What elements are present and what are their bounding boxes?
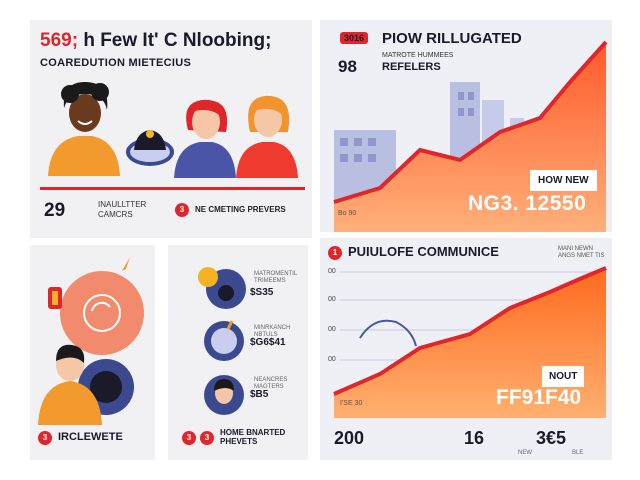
person-1 xyxy=(48,82,120,176)
number-badge: 3 xyxy=(38,431,52,445)
panel-title: PUIULOFE COMMUNICE xyxy=(348,244,499,259)
axis-label: 00 xyxy=(328,268,336,275)
list-panel: MATROMENTIL TRIMEEMS $S35 MINRKANCH NBTU… xyxy=(168,245,308,460)
list-item-value: $S35 xyxy=(250,287,274,298)
list-item-caption: MINRKANCH NBTULS xyxy=(254,325,291,338)
bottom-value: 3€5 xyxy=(536,428,567,448)
growth-line xyxy=(333,266,607,396)
corner-label: I'SE 30 xyxy=(340,400,363,407)
axis-label: 00 xyxy=(328,296,336,303)
panel-subtitle: COAREDUTION MIETECIUS xyxy=(40,57,192,69)
growth-line xyxy=(333,40,608,204)
list-item-caption: NEANCRES MAGTERS xyxy=(254,377,288,390)
label-box: NOUT xyxy=(542,366,585,387)
panel-title: 569; h Few It' C Nloobing; xyxy=(40,30,271,52)
corner-label: Bo 90 xyxy=(338,210,357,217)
label-box: HOW NEW xyxy=(530,170,597,191)
community-panel: 1 PUIULOFE COMMUNICE MANI NEWN ANGS NMET… xyxy=(320,238,612,460)
panel-label: IRCLEWETE xyxy=(58,431,123,443)
small-text: MATROTE HUMMEES xyxy=(382,52,454,59)
panel-label: HOME BNARTED PHEVETS xyxy=(220,428,286,446)
axis-label: 00 xyxy=(328,326,336,333)
number-badge: 1 xyxy=(328,246,342,260)
community-graphic xyxy=(333,266,607,418)
title-number: 569; xyxy=(40,30,79,51)
caption-2: NE CMETING PREVERS xyxy=(195,205,286,214)
person-3 xyxy=(236,95,298,178)
list-item-value: $G6$41 xyxy=(250,337,286,348)
bottom-value: 16 xyxy=(464,428,485,448)
list-item-value: $B5 xyxy=(250,389,269,400)
person-2 xyxy=(174,99,236,178)
bottom-value: 200 xyxy=(334,428,365,448)
bottom-caption: NEW xyxy=(518,450,532,456)
title-text: h Few It' C Nloobing; xyxy=(83,30,272,51)
stat-number: 29 xyxy=(44,200,66,221)
bottom-caption: BLE xyxy=(572,450,584,456)
panel-title: PIOW RILLUGATED xyxy=(382,30,522,47)
panel-number: 98 xyxy=(338,57,357,76)
headline-value: NG3. 12550 xyxy=(468,192,587,215)
dome-icon xyxy=(126,130,174,166)
person-circle-graphic xyxy=(38,257,144,425)
stat-caption: INAULLTTER CAMCRS xyxy=(98,200,147,219)
headline-value: FF91F40 xyxy=(496,386,582,409)
number-badge: 3 xyxy=(200,431,214,445)
growth-panel: 3016 PIOW RILLUGATED 98 MATROTE HUMMEES … xyxy=(320,20,612,232)
number-badge: 3 xyxy=(175,203,189,217)
person-body xyxy=(38,381,102,425)
divider-rule xyxy=(40,187,305,190)
circle-icon xyxy=(60,271,144,355)
axis-label: 00 xyxy=(328,356,336,363)
growth-area xyxy=(334,268,606,418)
panel-subtitle: REFELERS xyxy=(382,61,441,73)
people-panel: 569; h Few It' C Nloobing; COAREDUTION M… xyxy=(30,20,312,238)
avatar-list-graphic xyxy=(198,267,246,415)
number-badge: 3 xyxy=(182,431,196,445)
people-illustration xyxy=(48,82,298,178)
illustration-panel: 3 IRCLEWETE xyxy=(30,245,155,460)
small-text: MANI NEWN ANGS NMET TIS xyxy=(558,246,605,259)
list-item-caption: MATROMENTIL TRIMEEMS xyxy=(254,271,297,284)
panel-tag: 3016 xyxy=(340,32,369,44)
curve-line xyxy=(359,319,417,347)
